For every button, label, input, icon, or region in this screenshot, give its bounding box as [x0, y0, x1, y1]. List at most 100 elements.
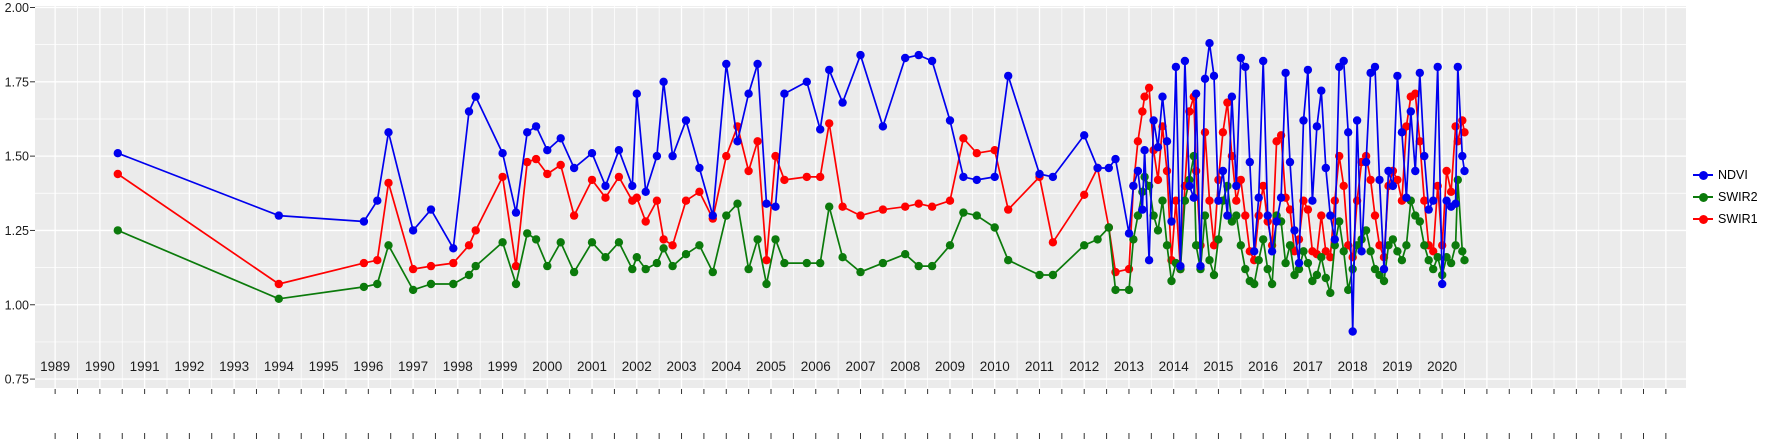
data-point-ndvi	[1281, 68, 1290, 78]
data-point-ndvi	[1267, 247, 1277, 256]
x-tick-label: 2005	[756, 359, 786, 374]
data-point-swir1	[1446, 187, 1456, 196]
data-point-swir2	[569, 267, 579, 277]
data-point-swir1	[668, 241, 677, 250]
data-point-swir1	[771, 151, 780, 161]
data-point-swir2	[531, 235, 541, 244]
x-tick-label: 2003	[667, 359, 697, 374]
data-point-swir2	[771, 235, 780, 244]
data-point-ndvi	[1339, 56, 1348, 66]
data-point-ndvi	[825, 65, 834, 75]
data-point-swir1	[681, 196, 691, 205]
data-point-ndvi	[1180, 56, 1190, 66]
data-point-swir2	[695, 241, 704, 250]
data-point-ndvi	[1312, 122, 1322, 131]
data-point-ndvi	[1321, 163, 1331, 173]
data-point-swir2	[1458, 247, 1467, 256]
data-point-swir2	[1326, 288, 1335, 298]
x-tick-label: 1995	[309, 359, 339, 374]
data-point-swir2	[1209, 270, 1219, 280]
data-point-ndvi	[771, 202, 780, 211]
data-point-swir1	[722, 151, 731, 161]
data-point-swir2	[1411, 211, 1420, 220]
x-tick-label: 2001	[577, 359, 607, 374]
data-point-ndvi	[753, 59, 762, 69]
data-point-swir1	[1370, 211, 1380, 220]
data-point-ndvi	[1167, 217, 1176, 226]
data-point-swir1	[384, 178, 393, 188]
y-tick-label: 1.00	[5, 298, 29, 312]
data-point-swir2	[113, 226, 123, 235]
data-point-swir2	[384, 241, 393, 250]
data-point-swir1	[856, 211, 865, 220]
data-point-ndvi	[1129, 181, 1138, 191]
data-point-ndvi	[1330, 235, 1340, 244]
data-point-swir2	[601, 253, 610, 262]
data-point-ndvi	[708, 211, 717, 220]
data-point-swir2	[1379, 276, 1389, 286]
data-point-ndvi	[668, 151, 677, 161]
x-tick-label: 2008	[890, 359, 920, 374]
data-point-swir2	[511, 279, 521, 289]
swir2-line-point-icon	[1693, 190, 1713, 204]
data-point-ndvi	[1299, 116, 1308, 125]
data-point-swir1	[945, 196, 955, 205]
data-point-ndvi	[1317, 86, 1326, 95]
data-point-ndvi	[628, 181, 637, 191]
data-point-swir2	[1167, 276, 1176, 286]
data-point-ndvi	[601, 181, 610, 191]
x-tick-label: 1996	[353, 359, 383, 374]
data-point-swir2	[1420, 241, 1429, 250]
data-point-swir2	[373, 279, 382, 289]
data-point-swir1	[587, 175, 597, 185]
y-tick-label: 1.25	[5, 224, 29, 238]
data-point-ndvi	[1263, 211, 1272, 220]
data-point-ndvi	[856, 50, 865, 60]
data-point-swir1	[825, 119, 834, 128]
data-point-swir1	[1232, 196, 1241, 205]
data-point-swir2	[274, 294, 283, 303]
x-tick-label: 1994	[264, 359, 295, 374]
y-tick-label: 0.75	[5, 373, 29, 387]
data-point-swir2	[1267, 279, 1277, 289]
data-point-ndvi	[1326, 211, 1335, 220]
data-point-ndvi	[1171, 62, 1181, 72]
data-point-swir2	[1330, 241, 1340, 250]
data-point-ndvi	[1004, 71, 1013, 81]
x-tick-label: 2012	[1069, 359, 1099, 374]
data-point-ndvi	[1453, 62, 1463, 72]
data-point-ndvi	[1429, 196, 1438, 205]
data-point-swir2	[1344, 285, 1353, 295]
data-point-swir2	[1415, 217, 1425, 226]
x-tick-label: 2013	[1114, 359, 1144, 374]
data-point-ndvi	[1460, 166, 1469, 176]
legend-item-swir2: SWIR2	[1693, 188, 1758, 206]
data-point-swir2	[753, 235, 762, 244]
data-point-swir2	[543, 261, 552, 271]
data-point-swir2	[1080, 241, 1089, 250]
data-point-ndvi	[1424, 205, 1433, 214]
data-point-ndvi	[1191, 89, 1201, 98]
data-point-ndvi	[1442, 196, 1451, 205]
data-point-swir2	[780, 258, 789, 268]
data-point-swir1	[1048, 238, 1058, 247]
data-point-swir1	[990, 146, 999, 155]
data-point-swir2	[1451, 241, 1460, 250]
legend-label-ndvi: NDVI	[1718, 168, 1748, 182]
data-point-ndvi	[1379, 264, 1389, 274]
data-point-ndvi	[1415, 68, 1425, 78]
data-point-swir2	[1339, 247, 1348, 256]
data-point-swir1	[1218, 128, 1228, 137]
data-point-ndvi	[1458, 151, 1467, 161]
data-point-ndvi	[569, 163, 579, 173]
data-point-swir2	[959, 208, 968, 217]
data-point-swir1	[498, 172, 507, 182]
data-point-swir1	[1451, 122, 1460, 131]
data-point-ndvi	[1420, 151, 1429, 161]
data-point-swir1	[816, 172, 825, 182]
legend-label-swir1: SWIR1	[1718, 212, 1758, 226]
data-point-swir1	[695, 187, 704, 196]
data-point-swir2	[1393, 247, 1402, 256]
data-point-swir1	[531, 154, 541, 164]
data-point-swir2	[802, 258, 811, 268]
